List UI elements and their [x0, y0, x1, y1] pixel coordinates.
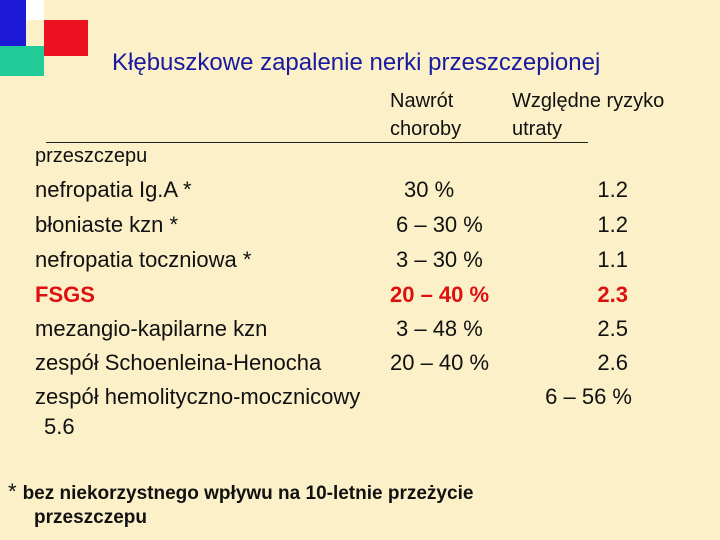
row-recurrence-hus: 6 – 56 % — [545, 384, 632, 409]
header-recurrence-line2: choroby — [390, 118, 462, 140]
row-recurrence: 30 % — [404, 177, 455, 202]
slide-title: Kłębuszkowe zapalenie nerki przeszczepio… — [112, 49, 601, 76]
decor-square-blue — [0, 0, 26, 46]
table-row: zespół Schoenleina-Henocha 20 – 40 % 2.6 — [0, 346, 720, 380]
row-recurrence: 3 – 30 % — [396, 247, 483, 272]
row-risk: 1.2 — [597, 177, 628, 202]
row-name: zespół Schoenleina-Henocha — [35, 350, 322, 375]
row-name: nefropatia toczniowa * — [35, 247, 252, 272]
row-recurrence: 20 – 40 % — [390, 350, 490, 375]
row-name-hus: zespół hemolityczno-mocznicowy — [35, 384, 361, 409]
row-risk: 2.3 — [597, 282, 628, 307]
row-risk: 2.5 — [597, 316, 628, 341]
row-risk: 1.1 — [597, 247, 628, 272]
header-row-label: przeszczepu — [35, 145, 148, 167]
footnote-line1: bez niekorzystnego wpływu na 10-letnie p… — [22, 483, 474, 504]
footnote-star: * — [8, 479, 17, 504]
header-rule — [46, 142, 588, 143]
row-risk: 1.2 — [597, 212, 628, 237]
header-risk-line1: Względne ryzyko — [512, 90, 665, 112]
row-recurrence: 3 – 48 % — [396, 316, 483, 341]
row-name: FSGS — [35, 282, 95, 307]
row-risk-hus: 5.6 — [44, 414, 75, 439]
table-row: błoniaste kzn * 6 – 30 % 1.2 — [0, 208, 720, 242]
row-recurrence: 6 – 30 % — [396, 212, 483, 237]
footnote-line2: przeszczepu — [34, 507, 147, 528]
row-name: błoniaste kzn * — [35, 212, 179, 237]
row-name: mezangio-kapilarne kzn — [35, 316, 268, 341]
header-relative-risk: Względne ryzyko utraty — [512, 87, 664, 143]
row-risk: 2.6 — [597, 350, 628, 375]
header-recurrence-line1: Nawrót — [390, 90, 454, 112]
row-name: nefropatia Ig.A * — [35, 177, 192, 202]
header-risk-line2: utraty — [512, 118, 563, 140]
decor-square-white — [26, 0, 44, 20]
header-recurrence: Nawrót choroby — [390, 87, 461, 143]
footnote: * bez niekorzystnego wpływu na 10-letnie … — [8, 480, 648, 530]
table-row-highlight: FSGS 20 – 40 % 2.3 — [0, 278, 720, 312]
row-recurrence: 20 – 40 % — [390, 282, 490, 307]
table-row: nefropatia toczniowa * 3 – 30 % 1.1 — [0, 243, 720, 277]
table-row: mezangio-kapilarne kzn 3 – 48 % 2.5 — [0, 312, 720, 346]
decor-square-teal — [0, 46, 44, 76]
decor-square-red — [44, 20, 88, 56]
table-row: nefropatia Ig.A * 30 % 1.2 — [0, 173, 720, 207]
